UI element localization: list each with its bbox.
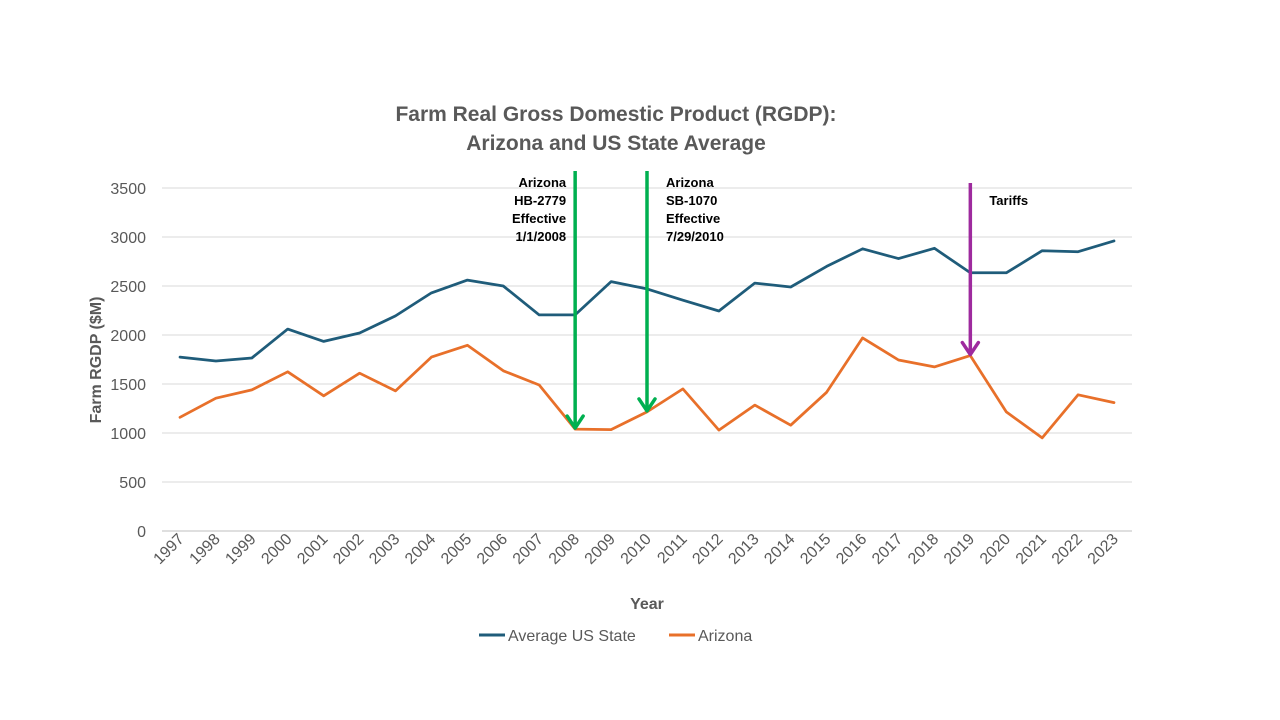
x-tick-label: 2004 bbox=[402, 531, 439, 568]
x-tick-label: 2016 bbox=[833, 531, 870, 568]
annotation-text: Effective bbox=[666, 211, 720, 226]
x-tick-label: 2001 bbox=[294, 531, 331, 568]
x-tick-label: 2009 bbox=[582, 531, 619, 568]
x-tick-label: 2000 bbox=[258, 531, 295, 568]
annotation-arrow-head bbox=[637, 397, 657, 413]
y-tick-label: 2000 bbox=[110, 328, 146, 345]
x-tick-label: 1999 bbox=[222, 531, 259, 568]
x-tick-label: 2003 bbox=[366, 531, 403, 568]
x-tick-label: 2022 bbox=[1049, 531, 1086, 568]
x-tick-label: 2013 bbox=[725, 531, 762, 568]
legend-item-us-average: Average US State bbox=[479, 628, 636, 645]
x-tick-label: 2007 bbox=[510, 531, 547, 568]
legend-label: Arizona bbox=[698, 628, 752, 645]
annotation-1: Arizona SB-1070 Effective 7/29/2010 bbox=[637, 171, 724, 413]
x-tick-label: 2010 bbox=[618, 531, 655, 568]
x-tick-label: 2011 bbox=[654, 531, 690, 567]
x-tick-label: 2017 bbox=[869, 531, 906, 568]
annotation-text: 1/1/2008 bbox=[516, 229, 567, 244]
x-tick-label: 2019 bbox=[941, 531, 978, 568]
x-tick-label: 1997 bbox=[151, 531, 188, 568]
x-tick-label: 2021 bbox=[1013, 531, 1050, 568]
annotation-0: Arizona HB-2779 Effective 1/1/2008 bbox=[512, 171, 585, 430]
x-tick-label: 2015 bbox=[797, 531, 834, 568]
annotations: Arizona HB-2779 Effective 1/1/2008 Arizona SB… bbox=[512, 171, 1028, 430]
x-axis-ticks: 1997199819992000200120022003200420052006… bbox=[151, 531, 1122, 568]
x-tick-label: 2023 bbox=[1085, 531, 1122, 568]
legend-label: Average US State bbox=[508, 628, 636, 645]
y-tick-label: 500 bbox=[119, 475, 146, 492]
annotation-text: Arizona bbox=[518, 175, 566, 190]
chart-subtitle: Arizona and US State Average bbox=[466, 132, 766, 155]
y-tick-label: 1500 bbox=[110, 377, 146, 394]
y-tick-label: 2500 bbox=[110, 279, 146, 296]
chart-title: Farm Real Gross Domestic Product (RGDP): bbox=[395, 103, 837, 126]
x-tick-label: 2006 bbox=[474, 531, 511, 568]
y-axis-title: Farm RGDP ($M) bbox=[88, 297, 105, 424]
annotation-text: Arizona bbox=[666, 175, 714, 190]
x-tick-label: 2018 bbox=[905, 531, 942, 568]
y-tick-label: 1000 bbox=[110, 426, 146, 443]
legend: Average US State Arizona bbox=[479, 628, 752, 645]
annotation-text: 7/29/2010 bbox=[666, 229, 724, 244]
y-tick-label: 3500 bbox=[110, 181, 146, 198]
x-tick-label: 2012 bbox=[689, 531, 726, 568]
annotation-arrow-head bbox=[960, 340, 981, 357]
x-tick-label: 2008 bbox=[546, 531, 583, 568]
annotation-text: Effective bbox=[512, 211, 566, 226]
y-axis-ticks: 0 500 1000 1500 2000 2500 3000 3500 bbox=[110, 181, 146, 541]
x-axis-title: Year bbox=[630, 596, 664, 613]
x-tick-label: 2014 bbox=[761, 531, 798, 568]
legend-item-arizona: Arizona bbox=[669, 628, 752, 645]
x-tick-label: 2002 bbox=[330, 531, 367, 568]
annotation-arrow-head bbox=[565, 414, 585, 430]
x-tick-label: 1998 bbox=[187, 531, 224, 568]
y-tick-label: 3000 bbox=[110, 230, 146, 247]
x-tick-label: 2020 bbox=[977, 531, 1014, 568]
annotation-text: SB-1070 bbox=[666, 193, 717, 208]
annotation-2: Tariffs bbox=[960, 183, 1028, 357]
y-tick-label: 0 bbox=[137, 524, 146, 541]
x-tick-label: 2005 bbox=[438, 531, 475, 568]
annotation-text: Tariffs bbox=[989, 193, 1028, 208]
annotation-text: HB-2779 bbox=[514, 193, 566, 208]
